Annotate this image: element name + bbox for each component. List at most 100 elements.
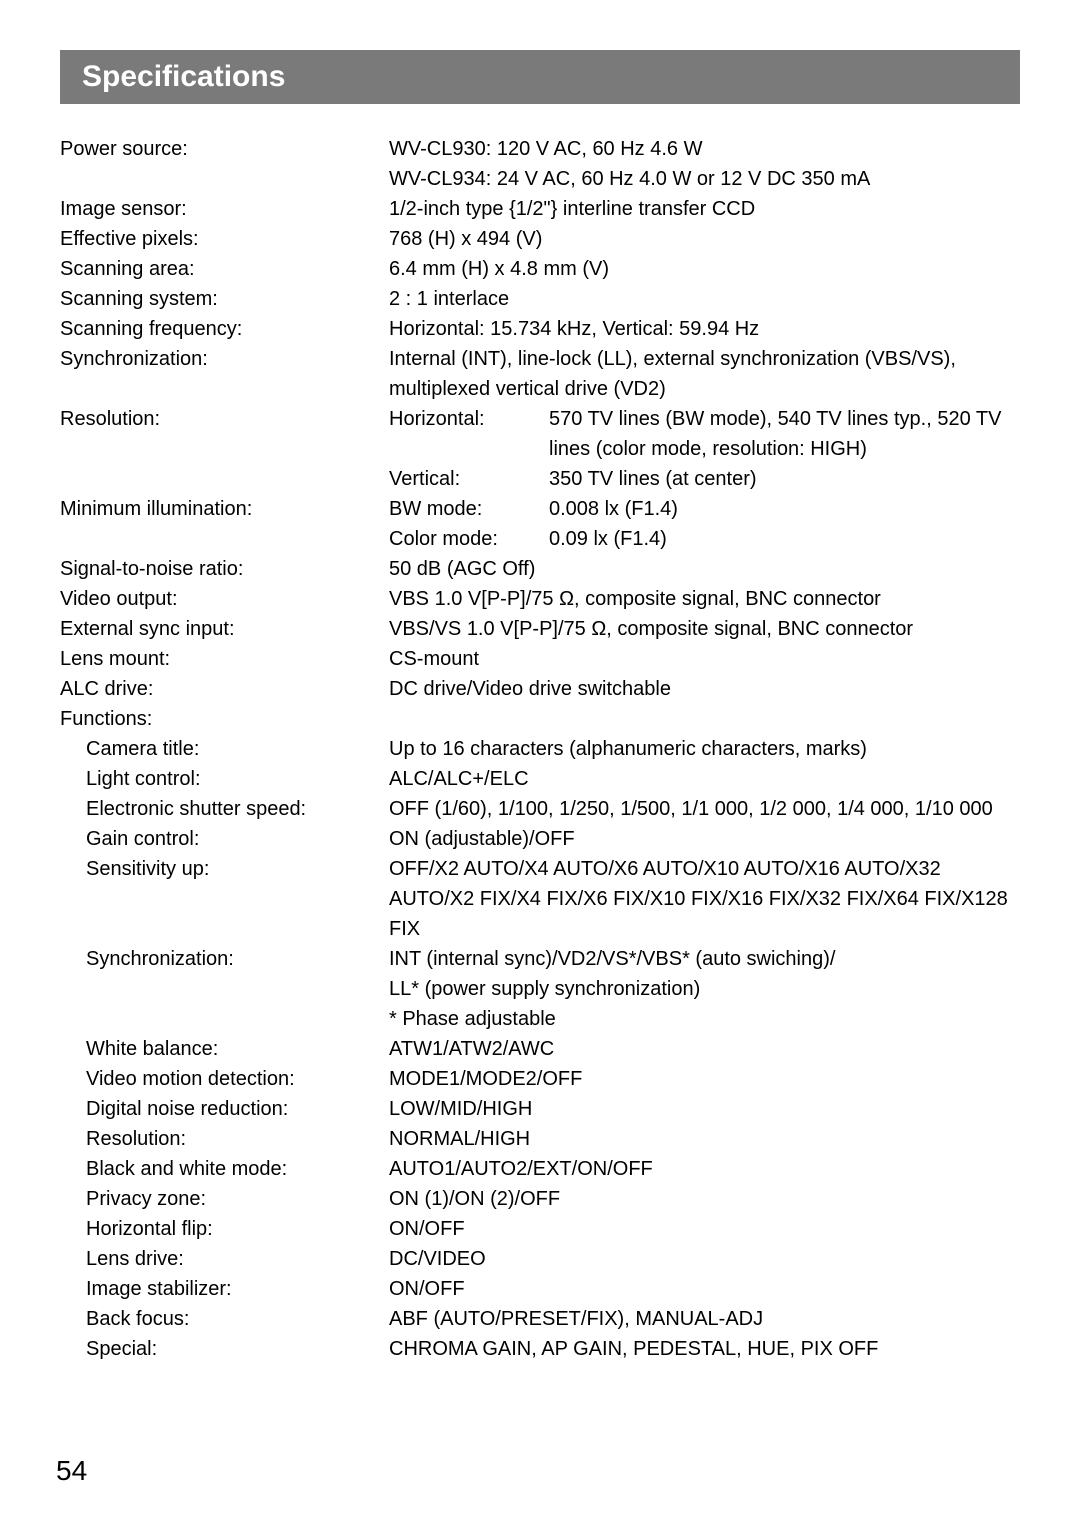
spec-value: 50 dB (AGC Off): [389, 554, 1020, 584]
spec-row: White balance:ATW1/ATW2/AWC: [60, 1034, 1020, 1064]
spec-value: ON (1)/ON (2)/OFF: [389, 1184, 1020, 1214]
spec-row: Scanning area:6.4 mm (H) x 4.8 mm (V): [60, 254, 1020, 284]
spec-row: Privacy zone:ON (1)/ON (2)/OFF: [60, 1184, 1020, 1214]
spec-value: WV-CL934: 24 V AC, 60 Hz 4.0 W or 12 V D…: [389, 164, 1020, 194]
spec-sub-value: 0.09 lx (F1.4): [549, 524, 1020, 554]
spec-label: Video motion detection:: [60, 1064, 389, 1094]
spec-label: Special:: [60, 1334, 389, 1364]
spec-row: Light control:ALC/ALC+/ELC: [60, 764, 1020, 794]
page-number: 54: [56, 1455, 87, 1487]
spec-label: [60, 164, 389, 194]
spec-value: DC drive/Video drive switchable: [389, 674, 1020, 704]
spec-row: ALC drive:DC drive/Video drive switchabl…: [60, 674, 1020, 704]
spec-label: Scanning area:: [60, 254, 389, 284]
spec-label: ALC drive:: [60, 674, 389, 704]
spec-label: Image stabilizer:: [60, 1274, 389, 1304]
spec-row: Power source:WV-CL930: 120 V AC, 60 Hz 4…: [60, 134, 1020, 164]
page: Specifications Power source:WV-CL930: 12…: [0, 0, 1080, 1533]
spec-row: Resolution:NORMAL/HIGH: [60, 1124, 1020, 1154]
spec-label: Gain control:: [60, 824, 389, 854]
spec-value: Horizontal: 15.734 kHz, Vertical: 59.94 …: [389, 314, 1020, 344]
spec-value: VBS/VS 1.0 V[P-P]/75 Ω, composite signal…: [389, 614, 1020, 644]
spec-sub-row: Horizontal:570 TV lines (BW mode), 540 T…: [389, 404, 1020, 464]
spec-label: Scanning frequency:: [60, 314, 389, 344]
spec-label: Power source:: [60, 134, 389, 164]
spec-row: Black and white mode:AUTO1/AUTO2/EXT/ON/…: [60, 1154, 1020, 1184]
spec-value: ON/OFF: [389, 1274, 1020, 1304]
spec-value: LOW/MID/HIGH: [389, 1094, 1020, 1124]
spec-value: CS-mount: [389, 644, 1020, 674]
spec-sub-label: Horizontal:: [389, 404, 549, 464]
spec-sub-label: Vertical:: [389, 464, 549, 494]
spec-row: Electronic shutter speed:OFF (1/60), 1/1…: [60, 794, 1020, 824]
spec-row: Scanning system:2 : 1 interlace: [60, 284, 1020, 314]
spec-label: Black and white mode:: [60, 1154, 389, 1184]
spec-value: OFF (1/60), 1/100, 1/250, 1/500, 1/1 000…: [389, 794, 1020, 824]
spec-row: External sync input:VBS/VS 1.0 V[P-P]/75…: [60, 614, 1020, 644]
spec-value: [389, 704, 1020, 734]
spec-label: Synchronization:: [60, 344, 389, 404]
spec-sub-value: 570 TV lines (BW mode), 540 TV lines typ…: [549, 404, 1020, 464]
spec-label: Back focus:: [60, 1304, 389, 1334]
spec-value: 2 : 1 interlace: [389, 284, 1020, 314]
spec-row: Synchronization:INT (internal sync)/VD2/…: [60, 944, 1020, 1034]
spec-label: Lens mount:: [60, 644, 389, 674]
spec-label: Horizontal flip:: [60, 1214, 389, 1244]
spec-value: WV-CL930: 120 V AC, 60 Hz 4.6 W: [389, 134, 1020, 164]
spec-value: OFF/X2 AUTO/X4 AUTO/X6 AUTO/X10 AUTO/X16…: [389, 854, 1020, 944]
spec-row: Effective pixels:768 (H) x 494 (V): [60, 224, 1020, 254]
spec-label: Resolution:: [60, 1124, 389, 1154]
spec-row: Image stabilizer:ON/OFF: [60, 1274, 1020, 1304]
spec-label: Lens drive:: [60, 1244, 389, 1274]
spec-value: Internal (INT), line-lock (LL), external…: [389, 344, 1020, 404]
spec-label: Synchronization:: [60, 944, 389, 1034]
spec-sub-row: BW mode:0.008 lx (F1.4): [389, 494, 1020, 524]
spec-value: 768 (H) x 494 (V): [389, 224, 1020, 254]
spec-value: ALC/ALC+/ELC: [389, 764, 1020, 794]
spec-label: Privacy zone:: [60, 1184, 389, 1214]
heading-text: Specifications: [82, 60, 285, 94]
spec-label: Effective pixels:: [60, 224, 389, 254]
spec-sub-value: 350 TV lines (at center): [549, 464, 1020, 494]
spec-row: Synchronization:Internal (INT), line-loc…: [60, 344, 1020, 404]
spec-row: Lens mount:CS-mount: [60, 644, 1020, 674]
spec-value: NORMAL/HIGH: [389, 1124, 1020, 1154]
spec-label: External sync input:: [60, 614, 389, 644]
spec-sub-row: Vertical:350 TV lines (at center): [389, 464, 1020, 494]
spec-row: Lens drive:DC/VIDEO: [60, 1244, 1020, 1274]
spec-value: 6.4 mm (H) x 4.8 mm (V): [389, 254, 1020, 284]
spec-row: Resolution:Horizontal:570 TV lines (BW m…: [60, 404, 1020, 494]
spec-label: Video output:: [60, 584, 389, 614]
spec-list: Power source:WV-CL930: 120 V AC, 60 Hz 4…: [60, 134, 1020, 1364]
spec-label: Signal-to-noise ratio:: [60, 554, 389, 584]
spec-sub-label: Color mode:: [389, 524, 549, 554]
spec-row: Special:CHROMA GAIN, AP GAIN, PEDESTAL, …: [60, 1334, 1020, 1364]
spec-row: Digital noise reduction:LOW/MID/HIGH: [60, 1094, 1020, 1124]
spec-value: 1/2-inch type {1/2"} interline transfer …: [389, 194, 1020, 224]
spec-label: Light control:: [60, 764, 389, 794]
spec-row: Sensitivity up:OFF/X2 AUTO/X4 AUTO/X6 AU…: [60, 854, 1020, 944]
spec-value: INT (internal sync)/VD2/VS*/VBS* (auto s…: [389, 944, 1020, 1034]
spec-value: VBS 1.0 V[P-P]/75 Ω, composite signal, B…: [389, 584, 1020, 614]
spec-value: DC/VIDEO: [389, 1244, 1020, 1274]
spec-sub-value: 0.008 lx (F1.4): [549, 494, 1020, 524]
spec-row: Signal-to-noise ratio:50 dB (AGC Off): [60, 554, 1020, 584]
spec-row: Back focus:ABF (AUTO/PRESET/FIX), MANUAL…: [60, 1304, 1020, 1334]
spec-row: Camera title:Up to 16 characters (alphan…: [60, 734, 1020, 764]
spec-sub-row: Color mode:0.09 lx (F1.4): [389, 524, 1020, 554]
spec-label: Scanning system:: [60, 284, 389, 314]
spec-label: White balance:: [60, 1034, 389, 1064]
spec-sub-label: BW mode:: [389, 494, 549, 524]
spec-value: ABF (AUTO/PRESET/FIX), MANUAL-ADJ: [389, 1304, 1020, 1334]
spec-label: Image sensor:: [60, 194, 389, 224]
spec-label: Camera title:: [60, 734, 389, 764]
spec-value: BW mode:0.008 lx (F1.4)Color mode:0.09 l…: [389, 494, 1020, 554]
spec-label: Digital noise reduction:: [60, 1094, 389, 1124]
spec-value: ATW1/ATW2/AWC: [389, 1034, 1020, 1064]
spec-value: Up to 16 characters (alphanumeric charac…: [389, 734, 1020, 764]
spec-row: Video motion detection:MODE1/MODE2/OFF: [60, 1064, 1020, 1094]
spec-row: Functions:: [60, 704, 1020, 734]
spec-row: Horizontal flip:ON/OFF: [60, 1214, 1020, 1244]
heading-bar: Specifications: [60, 50, 1020, 104]
spec-value: MODE1/MODE2/OFF: [389, 1064, 1020, 1094]
